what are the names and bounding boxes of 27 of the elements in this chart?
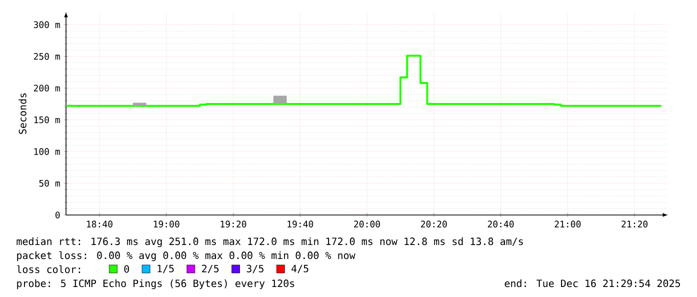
x-tick-label: 19:00 — [154, 220, 180, 228]
y-axis-title: Seconds — [18, 93, 26, 134]
x-tick-label: 21:00 — [554, 220, 581, 228]
x-tick-label: 19:40 — [288, 220, 314, 228]
text: probe: 5 ICMP Echo Pings (56 Bytes) every 120s — [17, 279, 294, 290]
legend-label: 0 — [124, 265, 129, 273]
x-tick-label: 19:20 — [220, 220, 246, 228]
x-tick-label: 20:00 — [354, 220, 380, 228]
y-tick-label: 0 — [56, 212, 60, 218]
x-tick-label: 20:20 — [421, 220, 447, 228]
y-tick-label: 50 m — [39, 180, 60, 187]
y-tick-label: 300 m — [34, 21, 60, 28]
x-tick-label: 20:40 — [488, 220, 514, 228]
y-tick-label: 250 m — [34, 52, 60, 60]
legend-label: 1/5 — [158, 264, 174, 274]
legend-label: 2/5 — [202, 264, 219, 274]
text: median rtt: 176.3 ms avg 251.0 ms max 172.0 ms min 172.0 ms now 12.8 ms sd 13.8 am/s — [16, 237, 523, 248]
y-tick-label: 100 m — [34, 148, 60, 155]
text: packet loss: 0.00 % avg 0.00 % max 0.00 % min 0.00 % now — [17, 251, 356, 262]
x-tick-label: 21:20 — [622, 220, 648, 228]
y-tick-label: 150 m — [34, 116, 60, 124]
x-tick-label: 18:40 — [87, 220, 112, 228]
y-tick-label: 200 m — [34, 84, 60, 92]
legend-label: 4/5 — [292, 264, 308, 274]
legend-title: loss color: — [17, 265, 80, 274]
legend-label: 3/5 — [246, 264, 264, 274]
text: end: Tue Dec 16 21:29:54 2025 — [504, 279, 680, 288]
